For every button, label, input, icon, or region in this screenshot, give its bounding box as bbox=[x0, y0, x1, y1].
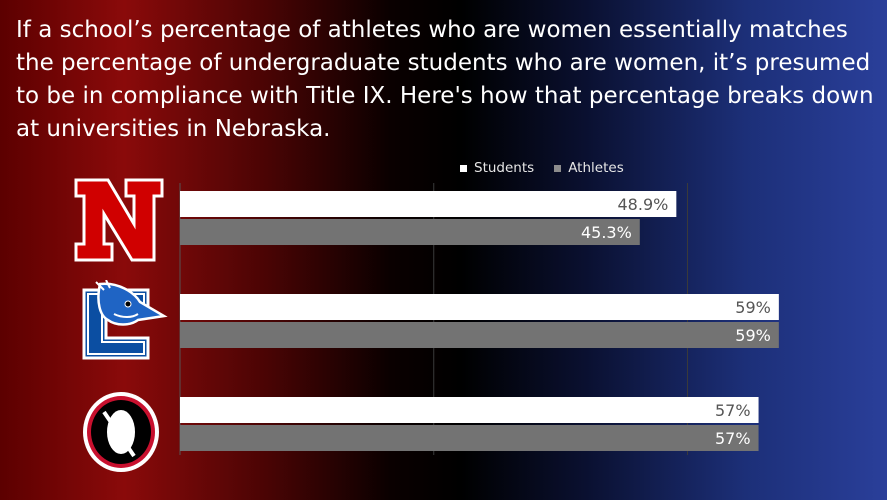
nebraska-n-logo-icon bbox=[74, 178, 164, 262]
omaha-o-logo-icon bbox=[83, 392, 159, 472]
headline: If a school’s percentage of athletes who… bbox=[16, 17, 874, 142]
legend-swatch-students bbox=[460, 164, 467, 172]
creighton-bluejay-logo-icon bbox=[82, 280, 168, 360]
data-label-athletes-omaha: 57% bbox=[715, 429, 751, 448]
bar-athletes-creighton bbox=[180, 322, 779, 348]
data-label-athletes-creighton: 59% bbox=[735, 326, 771, 345]
data-label-athletes-nebraska: 45.3% bbox=[581, 223, 632, 242]
legend-item-students: Students bbox=[460, 160, 534, 176]
data-label-students-omaha: 57% bbox=[715, 401, 751, 420]
bar-athletes-nebraska bbox=[180, 219, 640, 245]
chart-legend: Students Athletes bbox=[460, 160, 624, 176]
data-label-students-creighton: 59% bbox=[735, 298, 771, 317]
bar-students-omaha bbox=[180, 397, 759, 423]
legend-label-students: Students bbox=[474, 160, 535, 176]
legend-label-athletes: Athletes bbox=[568, 160, 624, 176]
bar-athletes-omaha bbox=[180, 425, 759, 451]
legend-item-athletes: Athletes bbox=[554, 160, 624, 176]
legend-swatch-athletes bbox=[554, 164, 562, 172]
bar-students-nebraska bbox=[180, 191, 677, 217]
data-label-students-nebraska: 48.9% bbox=[618, 195, 669, 214]
bar-students-creighton bbox=[180, 294, 779, 320]
